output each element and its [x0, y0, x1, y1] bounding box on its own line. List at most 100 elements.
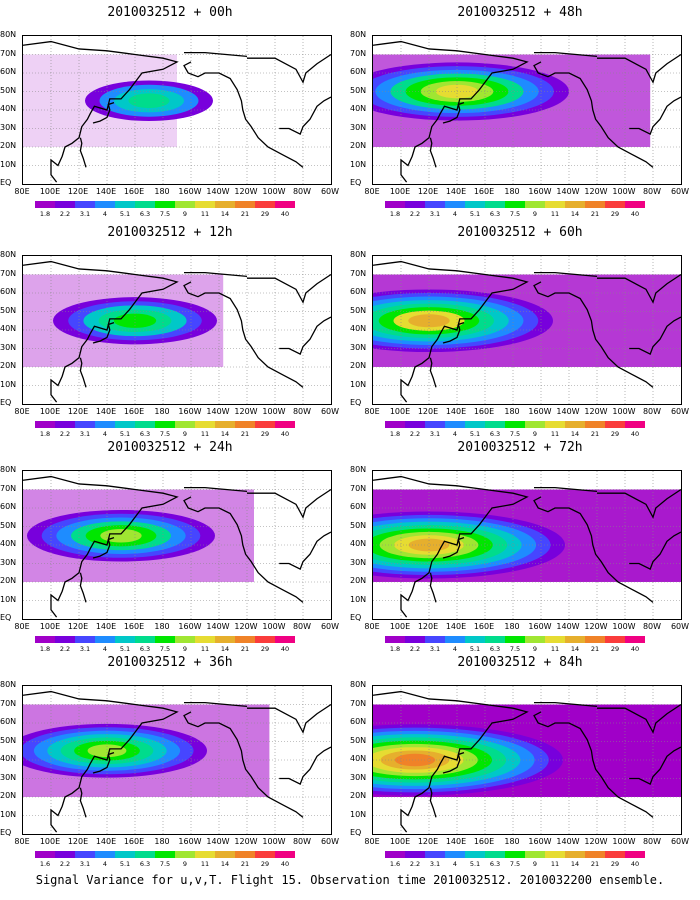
coastline	[279, 531, 331, 570]
lat-label: 20N	[350, 361, 367, 370]
colorbar-swatch	[115, 851, 135, 858]
coastline	[183, 61, 304, 168]
colorbar-swatch	[465, 636, 485, 643]
colorbar	[35, 421, 295, 428]
lat-label: 50N	[350, 735, 367, 745]
colorbar-label: 40	[280, 210, 290, 218]
lon-label: 120W	[584, 837, 608, 846]
lat-label: 60N	[350, 287, 367, 296]
colorbar-label: 11	[200, 860, 210, 868]
colorbar-label: 2.2	[59, 210, 71, 218]
colorbar-label: 7.5	[509, 645, 521, 653]
coastline	[279, 746, 331, 785]
colorbar-swatch	[255, 851, 275, 858]
colorbar	[35, 851, 295, 858]
coastline	[247, 53, 331, 84]
lat-label: 60N	[0, 67, 17, 76]
colorbar-label: 29	[260, 860, 270, 868]
colorbar-swatch	[445, 636, 465, 643]
lat-label: 70N	[0, 268, 17, 278]
lat-label: EQ	[350, 613, 362, 622]
colorbar-label: 3.1	[79, 430, 91, 438]
colorbar-swatch	[585, 421, 605, 428]
lat-label: 40N	[0, 324, 17, 333]
lon-label: 100E	[389, 407, 411, 416]
colorbar-labels: 1.8 2.2 3.1 4 5.1 6.3 7.5 9 11 14 21 29 40	[35, 430, 295, 440]
coastline	[183, 496, 304, 603]
lat-label: 30N	[350, 122, 367, 132]
colorbar-labels: 1.6 2.2 3.1 4 5.1 6.3 7.5 9 11 14 21 29 40	[385, 860, 645, 870]
lon-label: 80W	[292, 187, 312, 196]
coastline	[92, 321, 115, 344]
colorbar-swatch	[525, 201, 545, 208]
lat-label: 20N	[0, 361, 17, 370]
lat-label: 80N	[0, 250, 17, 259]
coastline	[597, 53, 681, 84]
lat-label: 10N	[350, 594, 367, 604]
lat-label: 20N	[0, 141, 17, 150]
colorbar-label: 11	[200, 430, 210, 438]
colorbar-label: 14	[220, 860, 230, 868]
colorbar-swatch	[155, 851, 175, 858]
colorbar-label: 3.1	[429, 860, 441, 868]
lon-label: 140W	[206, 837, 230, 846]
colorbar-swatch	[115, 201, 135, 208]
lon-label: 140W	[556, 407, 580, 416]
lon-label: 120E	[67, 622, 89, 631]
colorbar-label: 5.1	[469, 210, 481, 218]
lon-label: 120W	[584, 407, 608, 416]
colorbar-label: 40	[630, 430, 640, 438]
colorbar-label: 4	[102, 210, 108, 218]
lon-label: 160E	[123, 837, 145, 846]
coastline	[629, 316, 681, 355]
colorbar-swatch	[505, 636, 525, 643]
colorbar-label: 7.5	[159, 430, 171, 438]
lon-label: 120E	[417, 187, 439, 196]
lon-label: 160W	[178, 837, 202, 846]
colorbar-label: 9	[532, 210, 538, 218]
lon-label: 180	[154, 622, 170, 631]
colorbar-label: 40	[630, 645, 640, 653]
colorbar-label: 9	[182, 210, 188, 218]
coastline	[533, 711, 654, 818]
lon-label: 140W	[206, 187, 230, 196]
colorbar-swatch	[545, 421, 565, 428]
panel-title: 2010032512 + 24h	[107, 440, 233, 455]
colorbar-labels: 1.8 2.2 3.1 4 5.1 6.3 7.5 9 11 14 21 29 40	[35, 645, 295, 655]
map-panel: 2010032512 + 00h 80N 70N 60N 50N 40N 30N 20N 10N…	[0, 5, 340, 220]
colorbar-label: 29	[610, 210, 620, 218]
lat-label: EQ	[0, 178, 12, 187]
lon-label: 60W	[320, 407, 340, 416]
coastline	[183, 711, 304, 818]
colorbar-swatch	[465, 851, 485, 858]
colorbar-swatch	[445, 201, 465, 208]
lat-label: 40N	[0, 754, 17, 763]
lon-label: 160E	[123, 187, 145, 196]
lat-label: 80N	[350, 465, 367, 474]
colorbar-label: 14	[570, 860, 580, 868]
lon-label: 100E	[389, 837, 411, 846]
colorbar-label: 4	[452, 860, 458, 868]
colorbar-label: 1.8	[39, 210, 51, 218]
coastline	[79, 357, 87, 388]
colorbar-label: 9	[182, 860, 188, 868]
lat-label: 30N	[0, 342, 17, 352]
colorbar-swatch	[385, 636, 405, 643]
colorbar-swatch	[275, 421, 295, 428]
lat-label: 30N	[350, 342, 367, 352]
colorbar-label: 4	[102, 430, 108, 438]
lon-label: 180	[504, 407, 520, 416]
panel-title: 2010032512 + 60h	[457, 225, 583, 240]
lat-label: 30N	[0, 122, 17, 132]
colorbar	[35, 636, 295, 643]
colorbar-label: 40	[630, 860, 640, 868]
colorbar-swatch	[445, 851, 465, 858]
colorbar-label: 21	[240, 860, 250, 868]
variance-map	[22, 685, 332, 835]
variance-contour	[408, 538, 450, 552]
colorbar-swatch	[625, 636, 645, 643]
lat-label: 50N	[0, 735, 17, 745]
lon-label: 120E	[417, 407, 439, 416]
lon-label: 140W	[206, 622, 230, 631]
coastline	[629, 96, 681, 135]
